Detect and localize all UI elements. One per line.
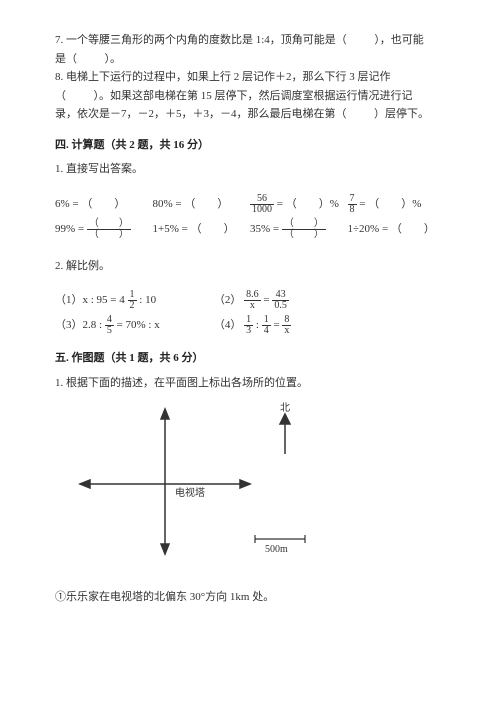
q7-text-d: ）。: [105, 53, 122, 65]
fraction-icon: 1 4: [262, 315, 271, 336]
center-label: 电视塔: [175, 486, 205, 499]
p1c2-eq: =: [263, 294, 272, 306]
q7-text-b: ），也可能: [374, 34, 424, 46]
fraction-icon: 7 8: [348, 194, 357, 215]
fraction-icon: 4 5: [105, 315, 114, 336]
fraction-icon: 1 3: [244, 315, 253, 336]
q4-1-title: 1. 直接写出答案。: [55, 161, 445, 178]
frac-den: （ ）: [87, 230, 131, 240]
north-label: 北: [280, 402, 290, 414]
frac-den: 8: [348, 205, 357, 215]
question-7-line2: 是（ ）。: [55, 51, 445, 68]
p1c1-post: : 10: [139, 294, 156, 306]
frac-den: （ ）: [282, 230, 326, 240]
frac-den: 3: [244, 326, 253, 336]
prop-row-1: （1）x : 95 = 4 1 2 : 10 （2） 8.6 x = 43 0.…: [55, 290, 445, 311]
r1c4: 7 8 = （ ）%: [348, 194, 446, 215]
q8-l2b: ）。如果这部电梯在第 15 层停下，然后调度室根据运行情况进行记: [94, 90, 413, 102]
fraction-icon: 56 1000: [250, 194, 274, 215]
question-7: 7. 一个等腰三角形的两个内角的度数比是 1:4，顶角可能是（ ），也可能: [55, 32, 445, 49]
p1c2-pre: （2）: [214, 294, 242, 306]
p2c2-eq: =: [273, 319, 282, 331]
spacer: [55, 180, 445, 190]
q8-blank-1: [69, 88, 91, 105]
section-5-heading: 五. 作图题（共 1 题，共 6 分）: [55, 350, 445, 367]
exam-page: 7. 一个等腰三角形的两个内角的度数比是 1:4，顶角可能是（ ），也可能 是（…: [0, 0, 500, 617]
frac-den: x: [244, 301, 261, 311]
calc-row-1: 6% = （ ） 80% = （ ） 56 1000 = （ ）% 7 8 = …: [55, 194, 445, 215]
q8-l3a: 录，依次是－7，－2，＋5，＋3，－4，那么最后电梯在第（: [55, 108, 347, 120]
r1c4-post: = （ ）%: [359, 198, 421, 210]
spacer: [55, 276, 445, 286]
frac-den: 4: [262, 326, 271, 336]
frac-den: 0.5: [272, 301, 289, 311]
frac-den: x: [282, 326, 291, 336]
r2c4: 1÷20% = （ ）: [348, 221, 446, 238]
scale-label: 500m: [265, 544, 288, 555]
frac-num: （ ）: [282, 219, 326, 230]
q5-1-title: 1. 根据下面的描述，在平面图上标出各场所的位置。: [55, 375, 445, 392]
q8-blank-2: [349, 106, 371, 123]
q8-l2a: （: [55, 90, 66, 102]
q4-2-title: 2. 解比例。: [55, 258, 445, 275]
q7-text-c: 是（: [55, 53, 77, 65]
p2c2: （4） 1 3 : 1 4 = 8 x: [214, 315, 358, 336]
p1c1-pre: （1）x : 95 = 4: [55, 294, 125, 306]
section-4-heading: 四. 计算题（共 2 题，共 16 分）: [55, 137, 445, 154]
frac-den: 1000: [250, 205, 274, 215]
note-1: ①乐乐家在电视塔的北偏东 30°方向 1km 处。: [55, 589, 445, 606]
q7-blank-2: [80, 51, 102, 68]
q7-blank-1: [350, 32, 372, 49]
p2c1-pre: （3）2.8 :: [55, 319, 105, 331]
fraction-icon: 8.6 x: [244, 290, 261, 311]
plane-diagram-icon: 电视塔 北 500m: [75, 399, 375, 569]
spacer: [55, 244, 445, 256]
p1c1: （1）x : 95 = 4 1 2 : 10: [55, 290, 214, 311]
north-arrow-icon: [280, 414, 290, 454]
fraction-icon: 43 0.5: [272, 290, 289, 311]
r2c3: 35% = （ ） （ ）: [250, 219, 348, 240]
r1c1: 6% = （ ）: [55, 196, 153, 213]
r2c2: 1+5% = （ ）: [153, 221, 251, 238]
fraction-icon: （ ） （ ）: [282, 219, 326, 240]
p1c2: （2） 8.6 x = 43 0.5: [214, 290, 358, 311]
r1c3-post: = （ ）%: [277, 198, 339, 210]
fraction-icon: 8 x: [282, 315, 291, 336]
q8-l3b: ）层停下。: [374, 108, 429, 120]
r1c3: 56 1000 = （ ）%: [250, 194, 348, 215]
r2c1-pre: 99% =: [55, 223, 87, 235]
fraction-icon: （ ） （ ）: [87, 219, 131, 240]
fraction-icon: 1 2: [128, 290, 137, 311]
prop-row-2: （3）2.8 : 4 5 = 70% : x （4） 1 3 : 1 4 = 8…: [55, 315, 445, 336]
p2c1: （3）2.8 : 4 5 = 70% : x: [55, 315, 214, 336]
frac-num: 7: [348, 194, 357, 205]
frac-den: 5: [105, 326, 114, 336]
q8-l1: 8. 电梯上下运行的过程中，如果上行 2 层记作＋2，那么下行 3 层记作: [55, 71, 391, 83]
r2c1: 99% = （ ） （ ）: [55, 219, 153, 240]
diagram-container: 电视塔 北 500m: [75, 399, 445, 575]
question-8-line3: 录，依次是－7，－2，＋5，＋3，－4，那么最后电梯在第（ ）层停下。: [55, 106, 445, 123]
r2c3-pre: 35% =: [250, 223, 282, 235]
question-8-line1: 8. 电梯上下运行的过程中，如果上行 2 层记作＋2，那么下行 3 层记作: [55, 69, 445, 86]
r1c2: 80% = （ ）: [153, 196, 251, 213]
p2c2-pre: （4）: [214, 319, 242, 331]
scale-bar-icon: [255, 535, 305, 543]
frac-num: （ ）: [87, 219, 131, 230]
question-8-line2: （ ）。如果这部电梯在第 15 层停下，然后调度室根据运行情况进行记: [55, 88, 445, 105]
q7-text-a: 7. 一个等腰三角形的两个内角的度数比是 1:4，顶角可能是（: [55, 34, 347, 46]
axes-icon: [80, 409, 250, 554]
calc-row-2: 99% = （ ） （ ） 1+5% = （ ） 35% = （ ） （ ） 1…: [55, 219, 445, 240]
frac-num: 56: [250, 194, 274, 205]
frac-den: 2: [128, 301, 137, 311]
p2c1-post: = 70% : x: [117, 319, 160, 331]
